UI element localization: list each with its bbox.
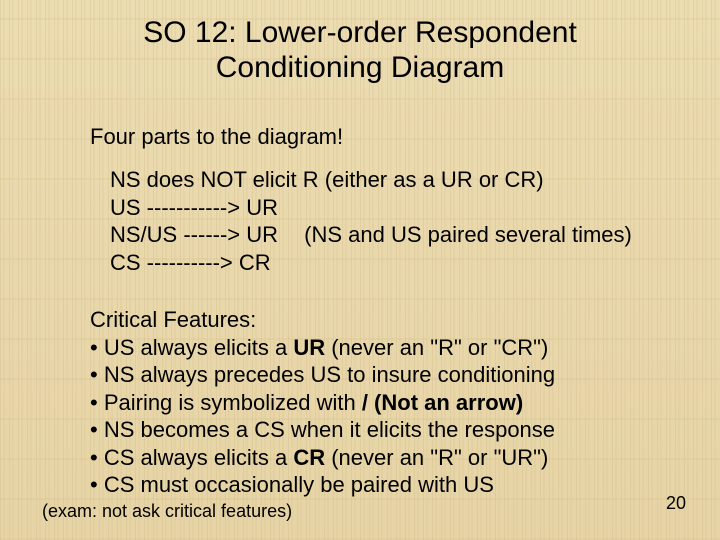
diagram-subtitle: Four parts to the diagram! bbox=[90, 124, 343, 150]
slide: SO 12: Lower-order Respondent Conditioni… bbox=[0, 0, 720, 540]
b5-bold: CR bbox=[293, 445, 325, 470]
b1-bold: UR bbox=[293, 335, 325, 360]
critical-bullet-4: • NS becomes a CS when it elicits the re… bbox=[90, 416, 555, 444]
critical-bullet-5: • CS always elicits a CR (never an "R" o… bbox=[90, 444, 555, 472]
critical-bullet-3: • Pairing is symbolized with / (Not an a… bbox=[90, 389, 555, 417]
critical-bullet-2: • NS always precedes US to insure condit… bbox=[90, 361, 555, 389]
conditioning-diagram: NS does NOT elicit R (either as a UR or … bbox=[110, 166, 632, 276]
diagram-line-3-left: NS/US ------> UR bbox=[110, 222, 278, 247]
critical-bullet-6: • CS must occasionally be paired with US bbox=[90, 471, 555, 499]
slide-title: SO 12: Lower-order Respondent Conditioni… bbox=[60, 16, 660, 85]
diagram-line-1: NS does NOT elicit R (either as a UR or … bbox=[110, 166, 632, 194]
critical-heading: Critical Features: bbox=[90, 306, 555, 334]
b3-bold: / (Not an arrow) bbox=[362, 390, 523, 415]
b1-pre: • US always elicits a bbox=[90, 335, 293, 360]
title-line-1: SO 12: Lower-order Respondent bbox=[143, 16, 577, 49]
critical-features: Critical Features: • US always elicits a… bbox=[90, 306, 555, 499]
title-line-2: Conditioning Diagram bbox=[216, 51, 505, 84]
diagram-line-3: NS/US ------> UR (NS and US paired sever… bbox=[110, 221, 632, 249]
b5-pre: • CS always elicits a bbox=[90, 445, 293, 470]
diagram-line-4: CS ----------> CR bbox=[110, 249, 632, 277]
critical-bullet-1: • US always elicits a UR (never an "R" o… bbox=[90, 334, 555, 362]
diagram-line-2: US -----------> UR bbox=[110, 194, 632, 222]
b5-post: (never an "R" or "UR") bbox=[325, 445, 548, 470]
b1-post: (never an "R" or "CR") bbox=[325, 335, 548, 360]
exam-footnote: (exam: not ask critical features) bbox=[42, 501, 292, 522]
page-number: 20 bbox=[666, 493, 686, 514]
diagram-line-3-paren: (NS and US paired several times) bbox=[304, 221, 632, 249]
b3-pre: • Pairing is symbolized with bbox=[90, 390, 362, 415]
